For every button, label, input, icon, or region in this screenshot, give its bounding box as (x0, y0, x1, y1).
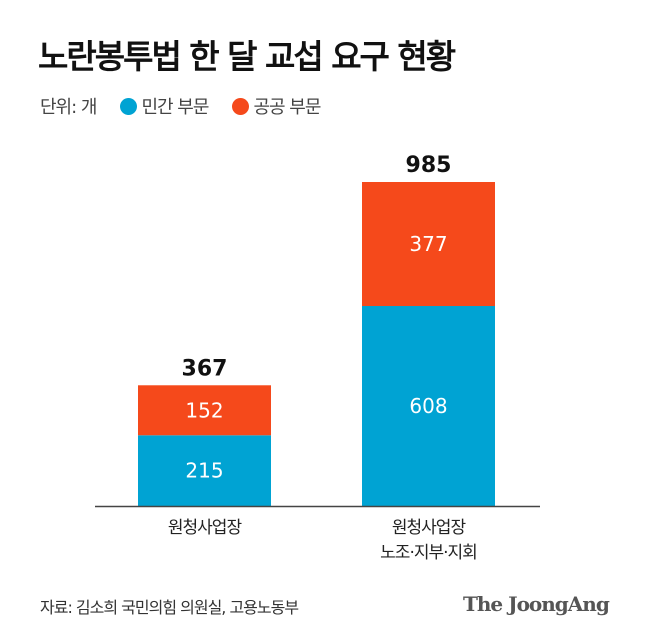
data-label: 215 (185, 459, 223, 483)
legend-item-public: 공공 부문 (232, 93, 321, 119)
legend: 단위: 개 민간 부문 공공 부문 (40, 93, 321, 119)
chart-title: 노란봉투법 한 달 교섭 요구 현황 (38, 37, 456, 76)
category-label: 원청사업장 (168, 518, 243, 538)
bar-segment (362, 182, 495, 307)
category-label: 원청사업장 (392, 518, 467, 538)
legend-item-private: 민간 부문 (120, 93, 209, 119)
bar-segment (138, 385, 271, 436)
data-label: 152 (185, 398, 223, 422)
total-label: 985 (406, 153, 452, 178)
legend-swatch-private (120, 97, 138, 115)
legend-label-public: 공공 부문 (253, 97, 321, 118)
publisher-logo: The JoongAng (463, 592, 610, 616)
total-label: 367 (182, 356, 228, 381)
bar-segment (138, 435, 271, 506)
data-label: 608 (409, 394, 447, 418)
legend-swatch-public (232, 97, 250, 115)
data-label: 377 (409, 232, 447, 256)
category-label: 노조·지부·지회 (380, 543, 477, 563)
bar-segment (362, 306, 495, 506)
unit-label: 단위: 개 (40, 97, 97, 118)
source-note: 자료: 김소희 국민의힘 의원실, 고용노동부 (40, 598, 299, 617)
legend-label-private: 민간 부문 (141, 97, 209, 118)
